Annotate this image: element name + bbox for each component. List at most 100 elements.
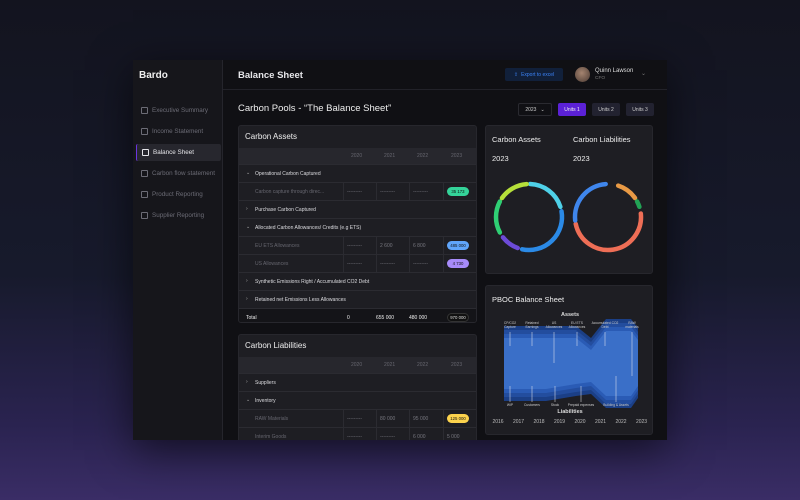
card-title: Carbon Assets [245, 132, 298, 141]
sidebar-nav: Executive Summary Income Statement Balance… [136, 102, 221, 228]
liabilities-donut-segment[interactable] [615, 183, 638, 201]
total-badge: 970 000 [447, 313, 469, 322]
divider [376, 237, 377, 254]
cell-value: --------- [347, 261, 362, 267]
table-header: 2020 2021 2022 2023 [239, 148, 476, 164]
sidebar-item-income-statement[interactable]: Income Statement [136, 123, 221, 140]
year-select[interactable]: 2023 ⌄ [518, 103, 552, 116]
table-row[interactable]: › Synthetic Emissions Right / Accumulated… [239, 272, 476, 290]
table-row: RAW Materials --------- 80 000 95 000 125 00… [239, 409, 476, 427]
donuts-card: Carbon Assets 2023 Carbon Liabilities 20… [485, 125, 653, 274]
chevron-right-icon[interactable]: › [246, 206, 248, 212]
row-label: Carbon capture through direc... [255, 189, 325, 195]
assets-donut-segment[interactable] [527, 181, 563, 210]
upload-icon: ⇪ [513, 71, 519, 78]
row-label: US Allowances [255, 261, 289, 267]
year-label: 2020 [574, 419, 585, 425]
chevron-right-icon[interactable]: › [246, 278, 248, 284]
sidebar-item-carbon-flow-statement[interactable]: Carbon flow statement [136, 165, 221, 182]
pboc-card: PBOC Balance Sheet Assets Liabilities CP/C… [485, 285, 653, 435]
sidebar-item-supplier-reporting[interactable]: Supplier Reporting [136, 207, 221, 224]
card-title: Carbon Liabilities [245, 341, 307, 350]
cell-value: 5 000 [447, 434, 460, 440]
divider [343, 237, 344, 254]
year-header: 2021 [384, 362, 396, 368]
liabilities-donut-segment[interactable] [634, 199, 642, 210]
chevron-down-icon[interactable]: ⌄ [246, 170, 251, 176]
divider [443, 255, 444, 272]
chevron-right-icon[interactable]: › [246, 296, 248, 302]
sidebar-item-label: Supplier Reporting [152, 212, 205, 219]
sidebar-item-balance-sheet[interactable]: Balance Sheet [136, 144, 221, 161]
chevron-right-icon[interactable]: › [246, 379, 248, 385]
year-header: 2023 [451, 362, 463, 368]
cell-value: 6 000 [413, 434, 426, 440]
liability-flow-label: WIP [507, 403, 514, 407]
cell-value: --------- [380, 261, 395, 267]
chevron-down-icon[interactable]: ⌄ [641, 71, 647, 77]
sidebar-item-label: Carbon flow statement [152, 170, 215, 177]
liabilities-donut-segment[interactable] [572, 181, 608, 223]
divider [343, 410, 344, 427]
total-value: 480 000 [409, 315, 428, 321]
table-row: Interim Goods --------- --------- 6 000 5 00… [239, 427, 476, 440]
cell-value: --------- [413, 261, 428, 267]
divider [409, 237, 410, 254]
table-row: Carbon capture through direc... ---------… [239, 182, 476, 200]
pboc-sankey: Assets Liabilities CP/CO2 Capture Retained Ea… [492, 312, 647, 425]
sidebar-item-product-reporting[interactable]: Product Reporting [136, 186, 221, 203]
row-label: Suppliers [255, 380, 276, 386]
avatar[interactable] [575, 67, 590, 82]
row-label: Inventory [255, 398, 276, 404]
pie-icon [141, 191, 148, 198]
row-label: Purchase Carbon Captured [255, 207, 316, 213]
divider [376, 183, 377, 200]
table-row[interactable]: ⌄ Operational Carbon Captured [239, 164, 476, 182]
database-icon [141, 128, 148, 135]
liability-flow-label: Customers [524, 403, 540, 407]
table-row[interactable]: › Purchase Carbon Captured [239, 200, 476, 218]
chart-icon [141, 107, 148, 114]
assets-donut-segment[interactable] [500, 235, 520, 251]
asset-flow-label: Accumulated CO2 Debt [592, 321, 619, 329]
liabilities-donut-segment[interactable] [573, 211, 644, 253]
row-label: RAW Materials [255, 416, 289, 422]
value-badge: 485 000 [447, 241, 469, 250]
chevron-down-icon[interactable]: ⌄ [246, 397, 251, 403]
units-3-button[interactable]: Units 3 [626, 103, 654, 116]
units-2-button[interactable]: Units 2 [592, 103, 620, 116]
divider [376, 410, 377, 427]
row-label: Interim Goods [255, 434, 287, 440]
table-row[interactable]: ⌄ Allocated Carbon Allowances/ Credits (e… [239, 218, 476, 236]
liabilities-donut-year: 2023 [573, 154, 590, 163]
assets-donut-segment[interactable] [519, 209, 565, 253]
cell-value: --------- [380, 434, 395, 440]
chevron-down-icon[interactable]: ⌄ [246, 224, 251, 230]
divider [343, 428, 344, 440]
total-value: 655 000 [376, 315, 395, 321]
units-1-button[interactable]: Units 1 [558, 103, 586, 116]
table-row: US Allowances --------- --------- ---------… [239, 254, 476, 272]
total-label: Total [246, 315, 257, 321]
user-role: CFO [595, 76, 606, 81]
assets-donut-segment[interactable] [499, 181, 529, 201]
table-row[interactable]: › Suppliers [239, 373, 476, 391]
assets-donut-segment[interactable] [493, 199, 503, 235]
divider [409, 255, 410, 272]
row-label: Synthetic Emissions Right / Accumulated … [255, 279, 370, 285]
year-header: 2021 [384, 153, 396, 159]
year-label: 2017 [513, 419, 524, 425]
year-header: 2022 [417, 362, 429, 368]
year-header: 2022 [417, 153, 429, 159]
value-badge: 35 173 [447, 187, 469, 196]
chevron-down-icon: ⌄ [540, 106, 545, 113]
sidebar-item-executive-summary[interactable]: Executive Summary [136, 102, 221, 119]
cell-value: 95 000 [413, 416, 429, 422]
assets-donut-year: 2023 [492, 154, 509, 163]
table-row[interactable]: ⌄ Inventory [239, 391, 476, 409]
divider [376, 428, 377, 440]
table-row[interactable]: › Retained net Emissions Less Allowances [239, 290, 476, 308]
asset-flow-label: CP/CO2 Capture [504, 321, 516, 329]
page-title: Balance Sheet [238, 70, 303, 81]
export-button[interactable]: ⇪ Export to excel [505, 68, 563, 81]
